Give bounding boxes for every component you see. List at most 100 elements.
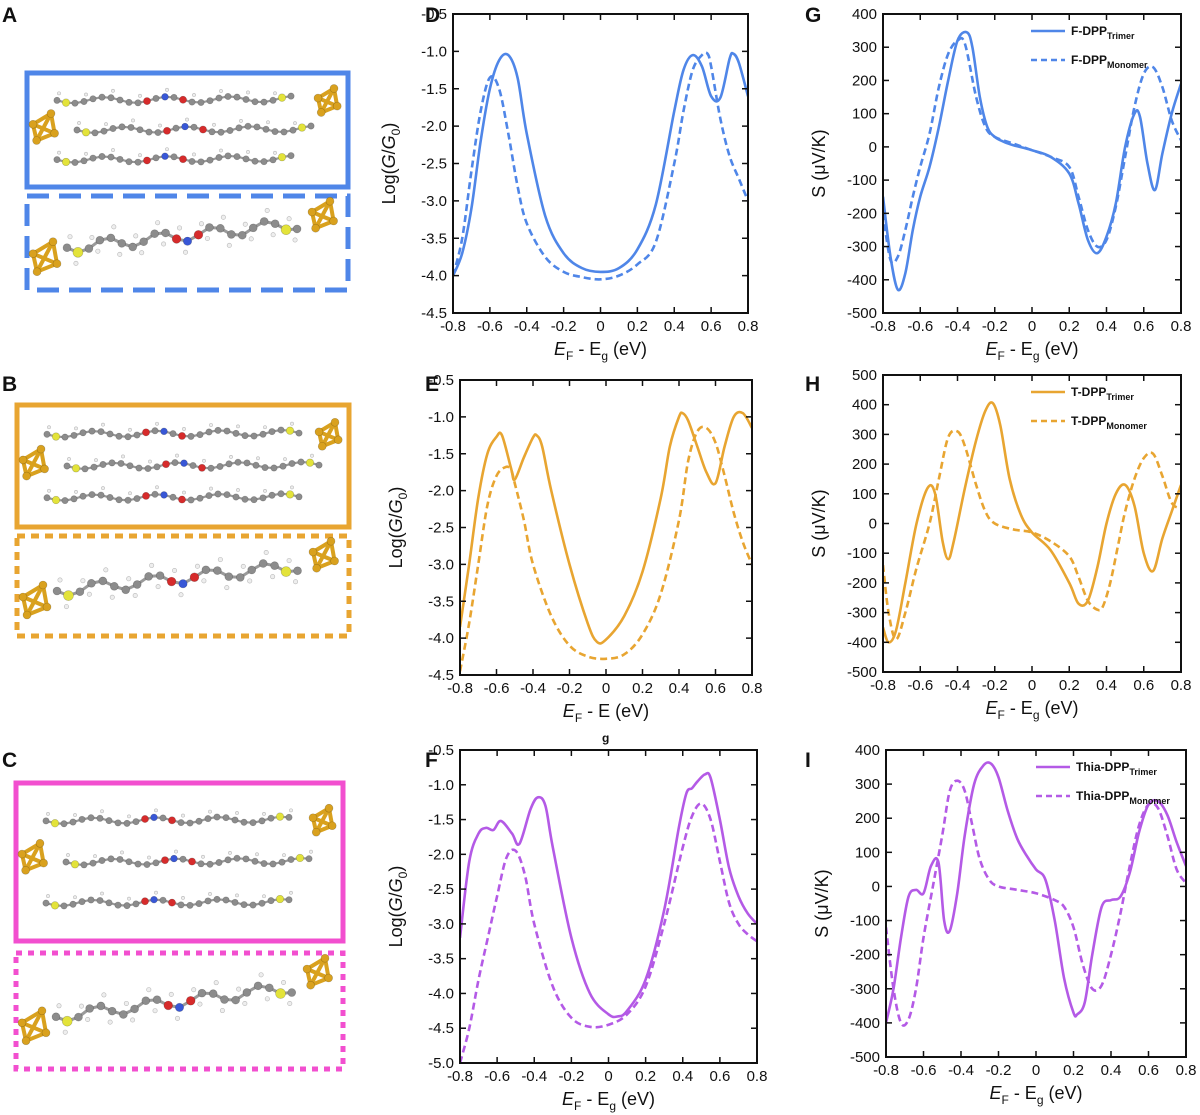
atom <box>125 98 133 106</box>
atom <box>327 821 337 831</box>
atom <box>297 458 305 466</box>
atom <box>155 571 165 580</box>
atom <box>46 109 56 118</box>
atom <box>69 900 77 908</box>
atom <box>93 854 97 859</box>
stray-subscript-g: g <box>602 731 609 745</box>
atom <box>271 128 279 136</box>
atom <box>213 813 221 821</box>
atom <box>264 996 270 1002</box>
atom <box>297 123 307 132</box>
atom <box>119 1010 128 1019</box>
atom <box>287 856 295 864</box>
atom <box>213 566 222 575</box>
atom <box>22 471 31 481</box>
x-tick-label: -0.8 <box>873 1062 899 1079</box>
atom <box>106 493 114 501</box>
atom <box>258 559 268 568</box>
x-tick-label: 0.4 <box>672 1068 693 1085</box>
atom <box>154 129 162 137</box>
atom <box>251 98 259 106</box>
atom <box>171 459 179 467</box>
atom <box>155 220 161 226</box>
y-tick-label: -400 <box>847 634 877 651</box>
atom <box>289 808 293 813</box>
plot-frame <box>459 379 753 676</box>
atom <box>248 236 254 242</box>
atom <box>330 417 340 427</box>
atom <box>275 812 285 821</box>
atom <box>39 858 48 868</box>
atom <box>235 811 239 815</box>
gold-bond <box>25 584 45 616</box>
atom <box>43 494 51 502</box>
atom <box>48 237 58 246</box>
atom <box>166 576 177 587</box>
atom <box>267 814 275 822</box>
atom <box>208 128 216 136</box>
x-tick-label: 0 <box>1028 318 1036 335</box>
y-tick-label: 300 <box>855 776 880 793</box>
atom <box>208 809 212 814</box>
chart-e: E -0.8 -0.6 -0.4 -0.2 0 0.2 0.4 0.6 0.8 -4.5 -4.0 -… <box>386 372 762 725</box>
atom <box>270 232 276 238</box>
atom <box>267 897 275 905</box>
atom <box>175 1002 185 1012</box>
atom <box>289 126 297 134</box>
atom <box>175 1015 181 1021</box>
atom <box>179 95 187 104</box>
atom <box>109 125 117 133</box>
y-tick-label: 0 <box>872 878 880 895</box>
atom <box>51 495 61 505</box>
atom <box>228 850 232 855</box>
atom <box>260 98 268 106</box>
atom <box>77 121 81 125</box>
atom <box>95 235 105 245</box>
atom <box>125 858 133 866</box>
x-tick-label: -0.4 <box>521 1068 547 1085</box>
atom <box>262 811 266 816</box>
plot-frame <box>452 13 749 314</box>
atom <box>151 490 159 498</box>
x-axis-label: EF - Eg (eV) <box>554 339 647 363</box>
atom <box>181 813 185 818</box>
atom <box>308 547 318 557</box>
atom <box>84 244 94 253</box>
atom <box>73 126 81 134</box>
atom <box>62 858 70 866</box>
atom <box>302 964 312 974</box>
atom <box>260 158 268 166</box>
atom <box>196 431 204 439</box>
x-axis-label: EF - Eg (eV) <box>989 1083 1082 1107</box>
gold-bond <box>314 540 333 570</box>
atom <box>320 953 330 963</box>
atom <box>227 230 236 239</box>
atom <box>285 896 293 904</box>
atom <box>86 591 92 597</box>
atom <box>162 460 170 469</box>
atom <box>116 155 124 163</box>
atom <box>78 815 86 823</box>
atom <box>277 153 287 162</box>
atom <box>236 986 242 992</box>
series-line-trimer <box>886 761 1186 1024</box>
atom <box>280 128 288 136</box>
atom <box>161 152 169 160</box>
gold-bond <box>34 112 53 142</box>
atom <box>88 491 96 499</box>
atom <box>277 426 285 434</box>
atom <box>75 587 85 596</box>
atom <box>215 94 223 102</box>
atom <box>107 1006 117 1016</box>
series-line-monomer <box>453 51 748 281</box>
atom <box>96 814 104 822</box>
x-tick-label: 0.4 <box>664 318 685 335</box>
atom <box>72 247 84 258</box>
atom <box>154 808 158 813</box>
atom <box>169 430 177 438</box>
atom <box>18 455 28 465</box>
y-tick-label: -500 <box>847 305 877 322</box>
atom <box>277 490 285 498</box>
atom <box>168 991 174 997</box>
x-tick-label: -0.8 <box>447 1068 473 1085</box>
